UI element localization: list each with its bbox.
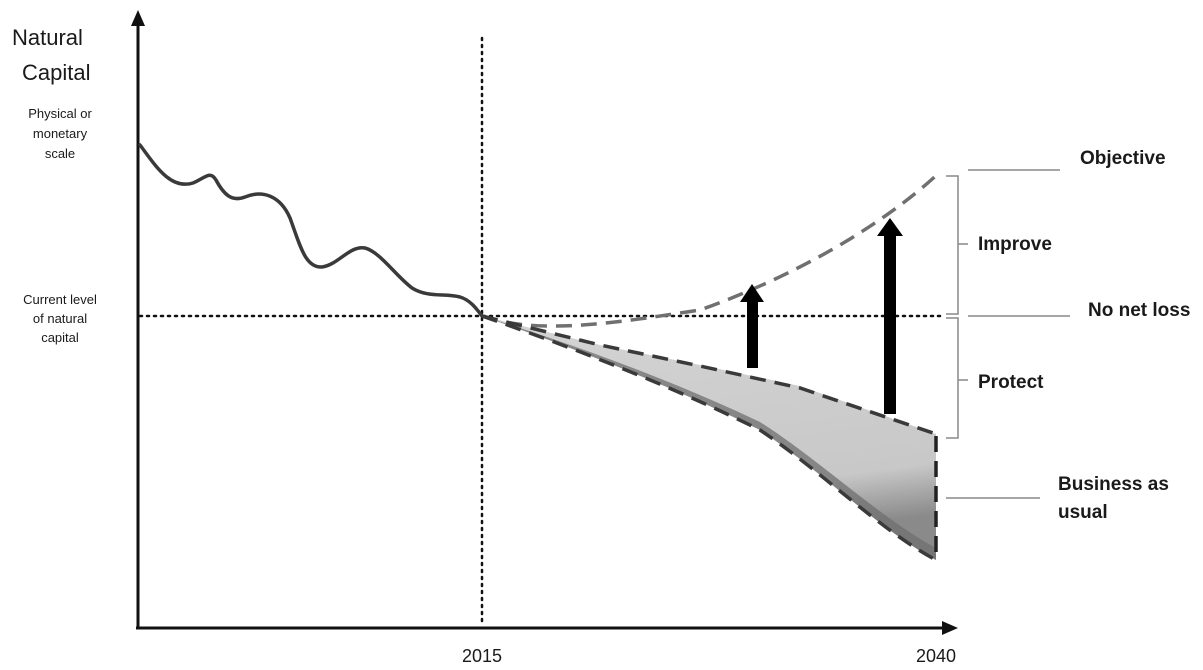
protect-trajectory-line — [481, 314, 937, 436]
business-as-usual-label-line1: Business as — [1058, 474, 1169, 495]
business-as-usual-trajectory-line — [481, 314, 937, 562]
no-net-loss-label: No net loss — [1088, 300, 1190, 321]
current-level-label-line1: Current level — [23, 292, 97, 307]
objective-label: Objective — [1080, 148, 1166, 169]
y-axis-subtitle-line3: scale — [45, 146, 75, 161]
y-axis-subtitle-line1: Physical or — [28, 106, 92, 121]
y-axis-subtitle-line2: monetary — [33, 126, 88, 141]
y-axis-arrowhead — [131, 10, 145, 26]
x-tick-2015: 2015 — [462, 646, 502, 666]
improve-label: Improve — [978, 234, 1052, 255]
y-axis-title-line1: Natural — [12, 25, 83, 50]
historical-trend-line — [138, 143, 484, 318]
y-axis — [131, 10, 145, 628]
x-axis-arrowhead — [942, 621, 958, 635]
business-as-usual-loss-area — [482, 316, 936, 560]
improve-arrow-large — [877, 218, 903, 414]
x-tick-2040: 2040 — [916, 646, 956, 666]
x-axis — [136, 621, 958, 635]
protect-label: Protect — [978, 372, 1044, 393]
improve-arrow-small — [740, 284, 764, 368]
objective-trajectory-line — [481, 170, 942, 328]
current-level-label-line3: capital — [41, 330, 79, 345]
improve-bracket — [946, 175, 959, 315]
business-as-usual-label-line2: usual — [1058, 502, 1108, 523]
y-axis-title-line2: Capital — [22, 60, 90, 85]
current-level-label-line2: of natural — [33, 311, 87, 326]
protect-bracket — [946, 317, 959, 439]
